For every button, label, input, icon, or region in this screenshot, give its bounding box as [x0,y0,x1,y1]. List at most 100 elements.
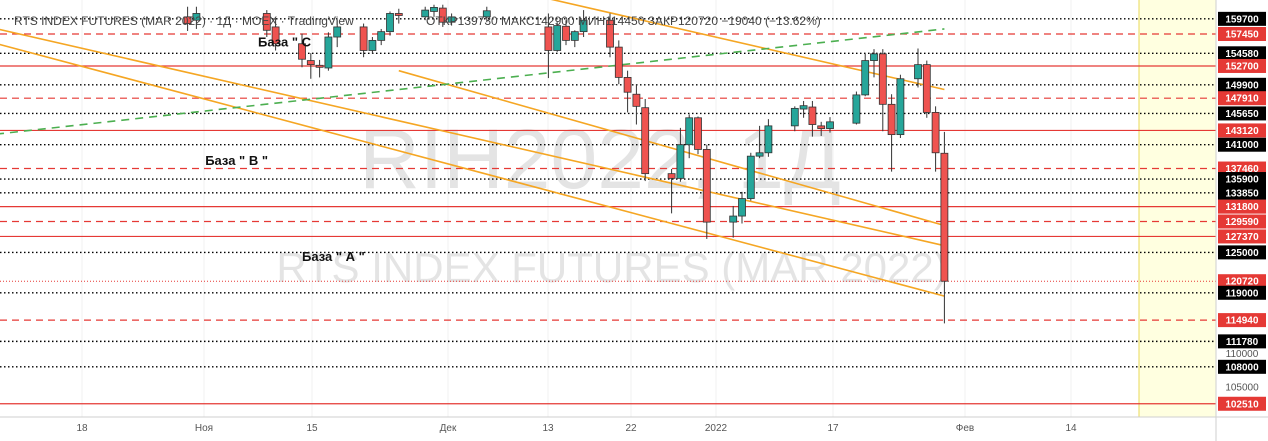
price-label-box-102510 [1218,396,1266,411]
candle-body [641,107,650,175]
candle-2021-12-24 [394,8,403,24]
trend-line-1 [0,28,945,135]
candle-2022-02-03 [755,125,764,159]
price-label-box-119000 [1218,285,1266,300]
future-highlight-zone [1139,0,1216,417]
price-label-149900: 149900 [1225,80,1259,91]
candle-body [570,31,579,41]
candle-2022-01-11 [553,22,562,52]
chart-title: RTS INDEX FUTURES (MAR 2022) · 1Д · MOEX… [14,14,354,28]
candle-body [887,103,896,136]
candle-2022-02-22 [922,60,931,118]
price-label-box-141000 [1218,137,1266,152]
candle-body [386,13,394,33]
time-tick-18: 18 [76,423,88,434]
price-label-131800: 131800 [1225,202,1259,213]
price-label-133850: 133850 [1225,188,1259,199]
price-label-box-129590 [1218,214,1266,229]
candle-2022-01-25 [676,127,685,182]
candle-body [746,155,755,199]
price-label-box-154580 [1218,46,1266,61]
candle-body [306,60,315,66]
candle-body [729,215,738,223]
candle-2022-01-12 [562,20,570,46]
annotations-layer: База " С База " В " База " А " [205,34,365,264]
candle-2022-02-11 [826,117,834,133]
price-label-119000: 119000 [1226,288,1259,299]
candle-body [614,46,623,78]
candle-body [377,31,386,41]
price-label-box-125000 [1218,245,1266,260]
candle-body [702,149,711,223]
candle-2021-12-01 [192,6,201,29]
channel-line-4 [398,69,945,227]
price-label-114940: 114940 [1226,316,1259,327]
candle-2021-12-23 [386,11,394,36]
price-label-box-147910 [1218,91,1266,106]
candle-body [271,26,280,45]
price-label-157450: 157450 [1225,29,1259,40]
candle-body [808,106,817,125]
price-label-box-133850 [1218,185,1266,200]
candle-2021-12-16 [324,32,333,71]
candle-body [940,152,949,282]
candle-body [359,26,368,51]
candle-2022-01-10 [544,13,553,79]
time-tick-Ноя: Ноя [195,423,213,434]
price-label-129590: 129590 [1225,217,1259,228]
candle-body [817,125,826,129]
candle-body [192,13,201,21]
price-label-box-131800 [1218,199,1266,214]
candle-body [861,60,870,96]
candle-2022-01-27 [694,116,702,155]
price-label-137460: 137460 [1225,164,1259,175]
candle-body [931,112,940,154]
price-tick-110000: 110000 [1226,349,1259,360]
candle-2022-01-14 [579,10,588,38]
candle-2021-12-09 [262,10,271,38]
channel-line-1 [0,28,945,247]
price-label-154580: 154580 [1225,49,1259,60]
candle-2022-01-31 [729,205,738,238]
price-label-box-114940 [1218,313,1266,328]
candle-2021-12-13 [298,33,306,68]
candle-body [676,144,685,179]
candle-body [430,7,438,12]
candle-body [799,105,808,110]
candle-body [298,43,306,60]
candle-body [826,121,834,129]
candle-2022-02-19 [896,74,905,138]
candle-body [368,39,377,51]
candle-2022-02-24 [940,131,949,324]
price-label-box-157450 [1218,26,1266,41]
candles-layer [183,4,949,324]
time-tick-Фев: Фев [956,423,974,434]
candle-2021-11-30 [183,6,192,31]
grid-layer [81,0,1140,417]
time-tick-14: 14 [1065,423,1077,434]
ohlc-readout: ОТКР139730 МАКС142900 МИН114450 ЗАКР1207… [426,14,821,28]
candle-body [562,25,570,41]
candle-2021-12-21 [368,37,377,54]
candle-body [755,152,764,157]
candle-body [914,64,922,80]
candle-body [606,19,614,48]
candle-body [922,64,931,113]
candle-2022-02-09 [808,100,817,137]
time-axis[interactable]: 18 Ноя 15 Дек 13 22 2022 17 Фев 14 [76,423,1077,434]
price-label-145650: 145650 [1225,109,1259,120]
price-label-box-149900 [1218,77,1266,92]
price-label-box-111780 [1218,334,1266,349]
candle-body [324,36,333,69]
candle-body [790,107,799,127]
annotation-1: База " С [258,34,312,49]
candle-body [394,13,403,16]
price-label-147910: 147910 [1225,94,1259,105]
price-label-box-143120 [1218,123,1266,138]
candle-2022-01-28 [702,144,711,239]
candle-2022-02-15 [861,53,870,97]
candle-2021-12-15 [315,59,324,78]
candle-body [553,25,562,51]
